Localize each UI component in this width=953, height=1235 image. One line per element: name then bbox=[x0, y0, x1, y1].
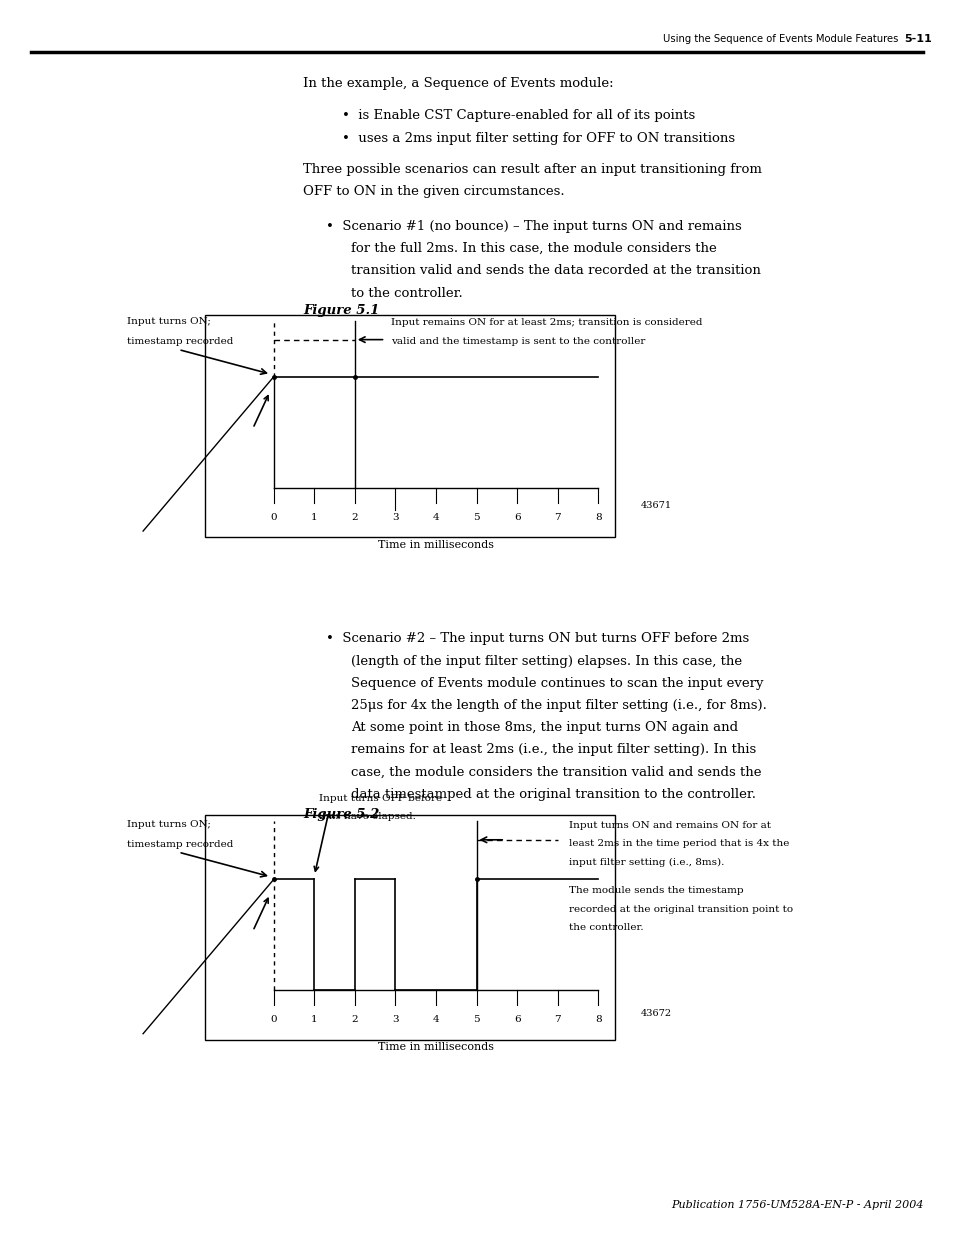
Text: Input turns OFF before: Input turns OFF before bbox=[318, 794, 442, 803]
Text: 2: 2 bbox=[352, 1015, 357, 1024]
Text: least 2ms in the time period that is 4x the: least 2ms in the time period that is 4x … bbox=[568, 840, 789, 848]
Text: input filter setting (i.e., 8ms).: input filter setting (i.e., 8ms). bbox=[568, 858, 723, 867]
Text: timestamp recorded: timestamp recorded bbox=[127, 337, 233, 346]
Text: Time in milliseconds: Time in milliseconds bbox=[377, 540, 494, 550]
Text: •  is Enable CST Capture-enabled for all of its points: • is Enable CST Capture-enabled for all … bbox=[341, 109, 694, 122]
Text: 2ms have elapsed.: 2ms have elapsed. bbox=[318, 813, 416, 821]
Text: 8: 8 bbox=[595, 513, 600, 521]
Text: At some point in those 8ms, the input turns ON again and: At some point in those 8ms, the input tu… bbox=[351, 721, 738, 735]
Text: 3: 3 bbox=[392, 1015, 398, 1024]
Text: recorded at the original transition point to: recorded at the original transition poin… bbox=[568, 905, 792, 914]
Text: Input turns ON;: Input turns ON; bbox=[127, 317, 211, 326]
Text: 6: 6 bbox=[514, 513, 519, 521]
Text: valid and the timestamp is sent to the controller: valid and the timestamp is sent to the c… bbox=[391, 337, 645, 346]
Text: OFF to ON in the given circumstances.: OFF to ON in the given circumstances. bbox=[303, 185, 564, 199]
Text: 5: 5 bbox=[473, 1015, 479, 1024]
Text: Sequence of Events module continues to scan the input every: Sequence of Events module continues to s… bbox=[351, 677, 762, 690]
Text: 43671: 43671 bbox=[640, 501, 672, 510]
Text: 1: 1 bbox=[311, 513, 317, 521]
Text: •  uses a 2ms input filter setting for OFF to ON transitions: • uses a 2ms input filter setting for OF… bbox=[341, 132, 734, 146]
Text: Three possible scenarios can result after an input transitioning from: Three possible scenarios can result afte… bbox=[303, 163, 761, 177]
Text: 8: 8 bbox=[595, 1015, 600, 1024]
Text: the controller.: the controller. bbox=[568, 924, 643, 932]
Text: Input turns ON;: Input turns ON; bbox=[127, 820, 211, 829]
Text: 4: 4 bbox=[433, 1015, 438, 1024]
Text: Input remains ON for at least 2ms; transition is considered: Input remains ON for at least 2ms; trans… bbox=[391, 319, 702, 327]
Text: Time in milliseconds: Time in milliseconds bbox=[377, 1042, 494, 1052]
Text: The module sends the timestamp: The module sends the timestamp bbox=[568, 887, 743, 895]
Text: 3: 3 bbox=[392, 513, 398, 521]
Text: transition valid and sends the data recorded at the transition: transition valid and sends the data reco… bbox=[351, 264, 760, 278]
Text: 7: 7 bbox=[554, 1015, 560, 1024]
Text: 6: 6 bbox=[514, 1015, 519, 1024]
Text: data timestamped at the original transition to the controller.: data timestamped at the original transit… bbox=[351, 788, 756, 802]
Text: Publication 1756-UM528A-EN-P - April 2004: Publication 1756-UM528A-EN-P - April 200… bbox=[670, 1200, 923, 1210]
Text: 1: 1 bbox=[311, 1015, 317, 1024]
Text: •  Scenario #2 – The input turns ON but turns OFF before 2ms: • Scenario #2 – The input turns ON but t… bbox=[326, 632, 749, 646]
Text: timestamp recorded: timestamp recorded bbox=[127, 840, 233, 848]
Text: remains for at least 2ms (i.e., the input filter setting). In this: remains for at least 2ms (i.e., the inpu… bbox=[351, 743, 756, 757]
Text: Figure 5.1: Figure 5.1 bbox=[303, 304, 379, 317]
Text: •  Scenario #1 (no bounce) – The input turns ON and remains: • Scenario #1 (no bounce) – The input tu… bbox=[326, 220, 741, 233]
Text: 7: 7 bbox=[554, 513, 560, 521]
Text: 5-11: 5-11 bbox=[903, 33, 931, 43]
Text: 43672: 43672 bbox=[640, 1009, 672, 1018]
Text: In the example, a Sequence of Events module:: In the example, a Sequence of Events mod… bbox=[303, 77, 614, 90]
Text: to the controller.: to the controller. bbox=[351, 287, 462, 300]
Text: 0: 0 bbox=[271, 1015, 276, 1024]
Text: Using the Sequence of Events Module Features: Using the Sequence of Events Module Feat… bbox=[662, 33, 898, 43]
Text: 0: 0 bbox=[271, 513, 276, 521]
Text: Figure 5.2: Figure 5.2 bbox=[303, 808, 379, 821]
Text: 25μs for 4x the length of the input filter setting (i.e., for 8ms).: 25μs for 4x the length of the input filt… bbox=[351, 699, 766, 713]
Text: case, the module considers the transition valid and sends the: case, the module considers the transitio… bbox=[351, 766, 760, 779]
Bar bbox=[205, 815, 615, 1040]
Text: 2: 2 bbox=[352, 513, 357, 521]
Text: 4: 4 bbox=[433, 513, 438, 521]
Bar bbox=[205, 315, 615, 537]
Text: for the full 2ms. In this case, the module considers the: for the full 2ms. In this case, the modu… bbox=[351, 242, 716, 256]
Text: 5: 5 bbox=[473, 513, 479, 521]
Text: Input turns ON and remains ON for at: Input turns ON and remains ON for at bbox=[568, 821, 770, 830]
Text: (length of the input filter setting) elapses. In this case, the: (length of the input filter setting) ela… bbox=[351, 655, 741, 668]
